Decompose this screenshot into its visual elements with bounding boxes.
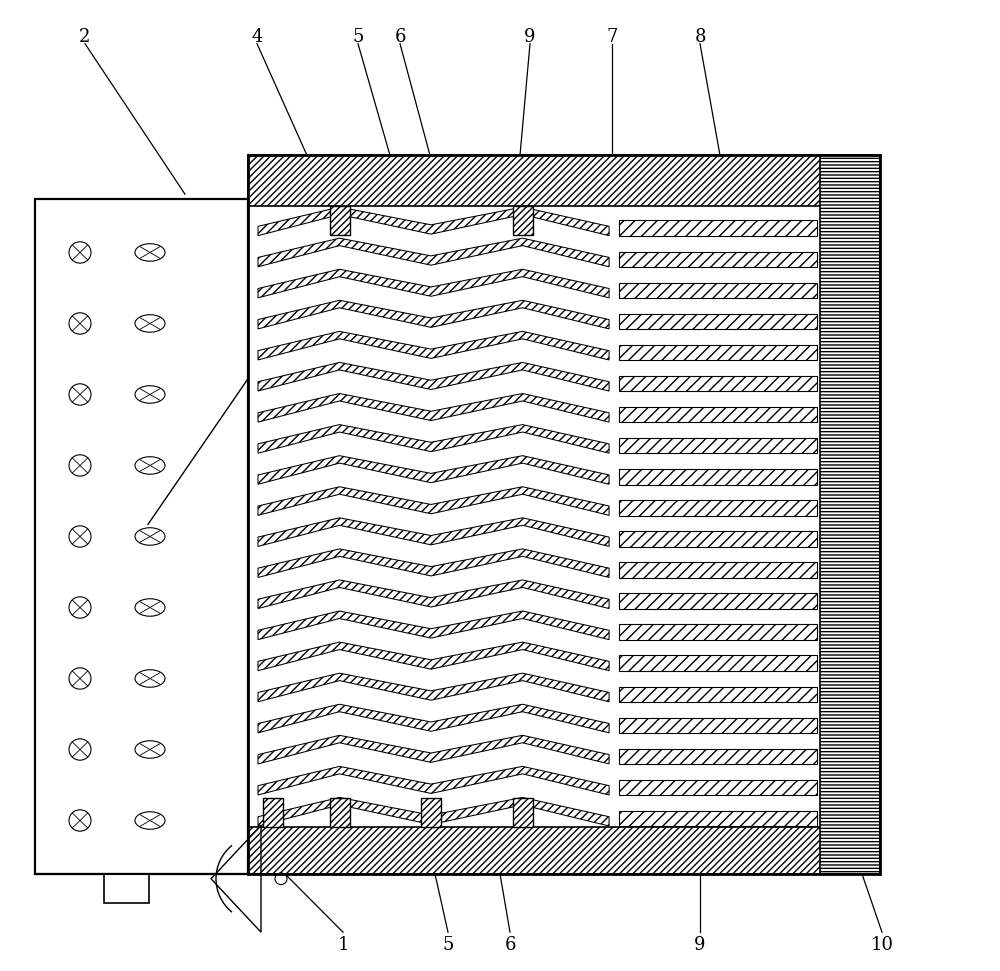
- Ellipse shape: [135, 456, 165, 474]
- Circle shape: [69, 242, 91, 263]
- Circle shape: [69, 384, 91, 405]
- Bar: [820, 155, 880, 874]
- Bar: [35, 199, 248, 874]
- Bar: [513, 798, 533, 827]
- Polygon shape: [258, 735, 609, 764]
- Bar: [104, 874, 149, 903]
- Circle shape: [69, 313, 91, 334]
- Bar: [619, 469, 817, 485]
- Bar: [619, 220, 817, 236]
- Bar: [619, 407, 817, 422]
- Text: 10: 10: [870, 936, 894, 954]
- Polygon shape: [258, 269, 609, 298]
- Text: 2: 2: [79, 28, 91, 46]
- Bar: [619, 438, 817, 453]
- Polygon shape: [258, 611, 609, 640]
- Ellipse shape: [135, 599, 165, 617]
- Bar: [619, 593, 817, 609]
- Bar: [619, 686, 817, 702]
- Bar: [248, 155, 880, 874]
- Bar: [421, 798, 441, 827]
- Polygon shape: [258, 300, 609, 329]
- Ellipse shape: [135, 528, 165, 546]
- Bar: [619, 718, 817, 733]
- Bar: [248, 155, 880, 206]
- Polygon shape: [258, 704, 609, 733]
- Bar: [619, 283, 817, 298]
- Bar: [513, 206, 533, 235]
- Bar: [619, 531, 817, 547]
- Bar: [248, 827, 880, 874]
- Ellipse shape: [135, 741, 165, 758]
- Text: 6: 6: [394, 28, 406, 46]
- Circle shape: [69, 526, 91, 548]
- Bar: [619, 562, 817, 578]
- Ellipse shape: [135, 812, 165, 829]
- Bar: [263, 798, 283, 827]
- Polygon shape: [258, 393, 609, 422]
- Polygon shape: [258, 580, 609, 609]
- Bar: [619, 655, 817, 671]
- Bar: [619, 251, 817, 267]
- Text: 4: 4: [251, 28, 263, 46]
- Polygon shape: [258, 486, 609, 516]
- Polygon shape: [258, 642, 609, 671]
- Ellipse shape: [135, 244, 165, 261]
- Polygon shape: [258, 797, 609, 826]
- Bar: [619, 500, 817, 516]
- Text: 8: 8: [694, 28, 706, 46]
- Polygon shape: [258, 673, 609, 702]
- Text: 5: 5: [352, 28, 364, 46]
- Circle shape: [69, 810, 91, 831]
- Bar: [330, 798, 350, 827]
- Text: 9: 9: [694, 936, 706, 954]
- Polygon shape: [258, 331, 609, 360]
- Polygon shape: [258, 207, 609, 236]
- Polygon shape: [258, 362, 609, 391]
- Text: 9: 9: [524, 28, 536, 46]
- Bar: [619, 624, 817, 640]
- Text: 6: 6: [504, 936, 516, 954]
- Ellipse shape: [135, 385, 165, 403]
- Polygon shape: [258, 238, 609, 267]
- Polygon shape: [258, 766, 609, 795]
- Text: 5: 5: [442, 936, 454, 954]
- Bar: [619, 780, 817, 795]
- Polygon shape: [258, 518, 609, 547]
- Polygon shape: [258, 424, 609, 453]
- Circle shape: [69, 739, 91, 760]
- Bar: [619, 314, 817, 329]
- Bar: [248, 155, 880, 874]
- Bar: [330, 206, 350, 235]
- Bar: [619, 749, 817, 764]
- Text: 1: 1: [337, 936, 349, 954]
- Polygon shape: [258, 455, 609, 485]
- Circle shape: [69, 597, 91, 619]
- Bar: [619, 376, 817, 391]
- Polygon shape: [258, 549, 609, 578]
- Bar: [619, 345, 817, 360]
- Text: 7: 7: [606, 28, 618, 46]
- Circle shape: [275, 873, 287, 885]
- Bar: [619, 811, 817, 826]
- Ellipse shape: [135, 315, 165, 332]
- Circle shape: [69, 454, 91, 476]
- Circle shape: [69, 668, 91, 689]
- Ellipse shape: [135, 670, 165, 687]
